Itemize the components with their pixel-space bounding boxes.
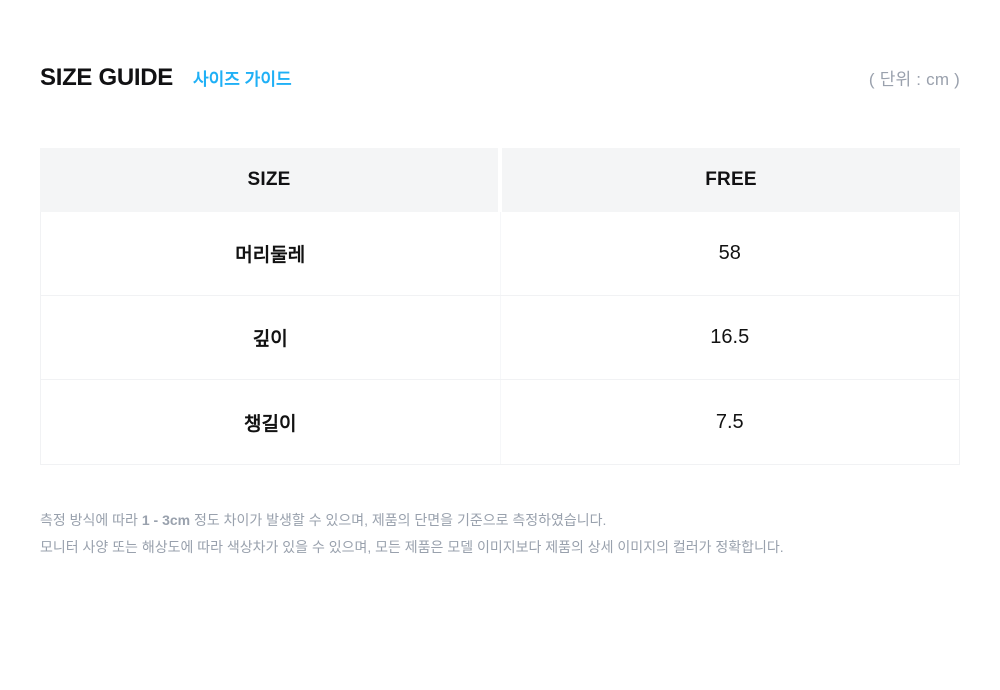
note-line-1-suffix: 정도 차이가 발생할 수 있으며, 제품의 단면을 기준으로 측정하였습니다.: [190, 512, 607, 528]
table-row: 챙길이 7.5: [41, 380, 959, 464]
row-label: 머리둘레: [41, 212, 501, 295]
page-title: SIZE GUIDE: [40, 64, 174, 91]
row-label: 깊이: [41, 296, 501, 379]
row-value: 7.5: [715, 410, 744, 433]
table-header-row: SIZE FREE: [40, 148, 960, 212]
row-value: 16.5: [710, 326, 750, 348]
header-cell-size: SIZE: [40, 148, 498, 212]
row-value: 58: [718, 242, 741, 264]
note-line-1-range: 1 - 3cm: [141, 512, 191, 528]
measurement-notes: 측정 방식에 따라 1 - 3cm 정도 차이가 발생할 수 있으며, 제품의 …: [40, 507, 960, 561]
unit-label: ( 단위 : cm ): [868, 70, 960, 89]
size-guide-section: SIZE GUIDE 사이즈 가이드 ( 단위 : cm ) SIZE FREE…: [40, 64, 960, 561]
note-line-1: 측정 방식에 따라 1 - 3cm 정도 차이가 발생할 수 있으며, 제품의 …: [40, 507, 960, 534]
table-row: 깊이 16.5: [41, 296, 959, 380]
header-cell-free: FREE: [502, 148, 960, 212]
note-line-1-prefix: 측정 방식에 따라: [40, 512, 142, 528]
note-line-2: 모니터 사양 또는 해상도에 따라 색상차가 있을 수 있으며, 모든 제품은 …: [40, 539, 784, 555]
guide-header: SIZE GUIDE 사이즈 가이드 ( 단위 : cm ): [40, 64, 960, 92]
table-body: 머리둘레 58 깊이 16.5 챙길이 7.5: [40, 212, 960, 465]
page-subtitle-korean: 사이즈 가이드: [193, 70, 292, 89]
size-table: SIZE FREE 머리둘레 58 깊이 16.5 챙길이 7.5: [40, 148, 960, 465]
row-label: 챙길이: [41, 380, 501, 464]
table-row: 머리둘레 58: [41, 212, 959, 296]
